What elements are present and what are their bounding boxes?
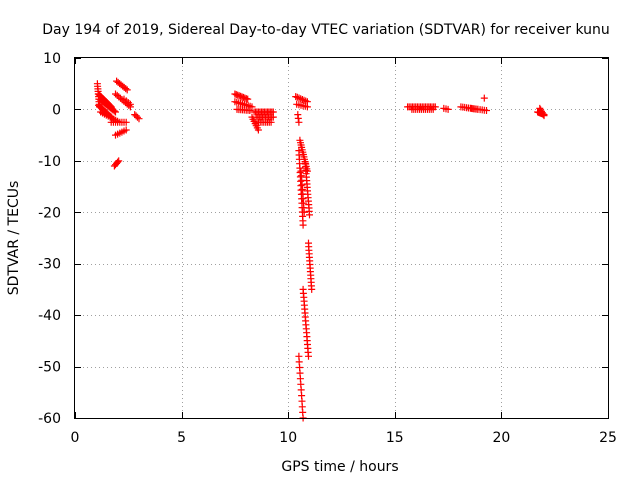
data-point (126, 100, 134, 108)
data-point (122, 85, 130, 93)
y-tick-label: -20 (38, 205, 61, 221)
x-tick-label: 0 (71, 430, 80, 446)
data-point (267, 118, 275, 126)
data-point (134, 113, 141, 121)
data-point (122, 126, 130, 134)
y-tick-label: -10 (38, 154, 61, 170)
data-point (308, 285, 316, 293)
data-point (539, 110, 547, 118)
axis-ticks: 0 5 10 15 20 25 10 0 -10 -20 -30 -40 -50 -60 (38, 51, 617, 446)
x-axis-label: GPS time / hours (281, 459, 398, 475)
data-point (429, 105, 437, 113)
data-point (293, 93, 301, 101)
data-point (298, 96, 306, 103)
data-point (292, 93, 300, 101)
data-point (135, 115, 143, 123)
data-point (300, 96, 308, 104)
data-point (299, 221, 307, 229)
data-point (112, 108, 119, 116)
grid-layer (75, 58, 608, 418)
data-point (444, 105, 452, 113)
data-point (269, 113, 277, 121)
x-tick-label: 10 (279, 430, 297, 446)
data-points (93, 77, 548, 422)
chart-title: Day 194 of 2019, Sidereal Day-to-day VTE… (42, 22, 610, 38)
data-point (244, 95, 252, 103)
x-tick-label: 15 (386, 430, 404, 446)
y-tick-label: 10 (43, 51, 61, 67)
data-point (114, 158, 122, 166)
y-tick-label: -60 (38, 411, 61, 427)
data-point (480, 94, 488, 102)
data-point (110, 107, 118, 115)
data-point (303, 103, 311, 111)
y-tick-label: -30 (38, 257, 61, 273)
y-tick-label: -40 (38, 308, 61, 324)
y-axis-label: SDTVAR / TECUs (6, 181, 22, 296)
data-point (254, 126, 262, 134)
x-tick-label: 20 (492, 430, 510, 446)
data-point (483, 107, 490, 114)
x-tick-label: 25 (599, 430, 617, 446)
data-point (540, 112, 548, 120)
data-point (305, 352, 312, 360)
data-point (123, 86, 131, 94)
data-point (295, 94, 303, 102)
data-point (122, 118, 130, 126)
data-point (300, 208, 308, 216)
y-tick-label: 0 (52, 102, 61, 118)
data-point (246, 107, 254, 114)
plot-frame (74, 57, 609, 419)
data-point (115, 157, 123, 165)
data-point (248, 103, 256, 111)
y-tick-label: -50 (38, 360, 61, 376)
data-point (306, 211, 313, 219)
data-point (295, 118, 303, 126)
x-tick-label: 5 (177, 430, 186, 446)
data-point (297, 95, 305, 103)
